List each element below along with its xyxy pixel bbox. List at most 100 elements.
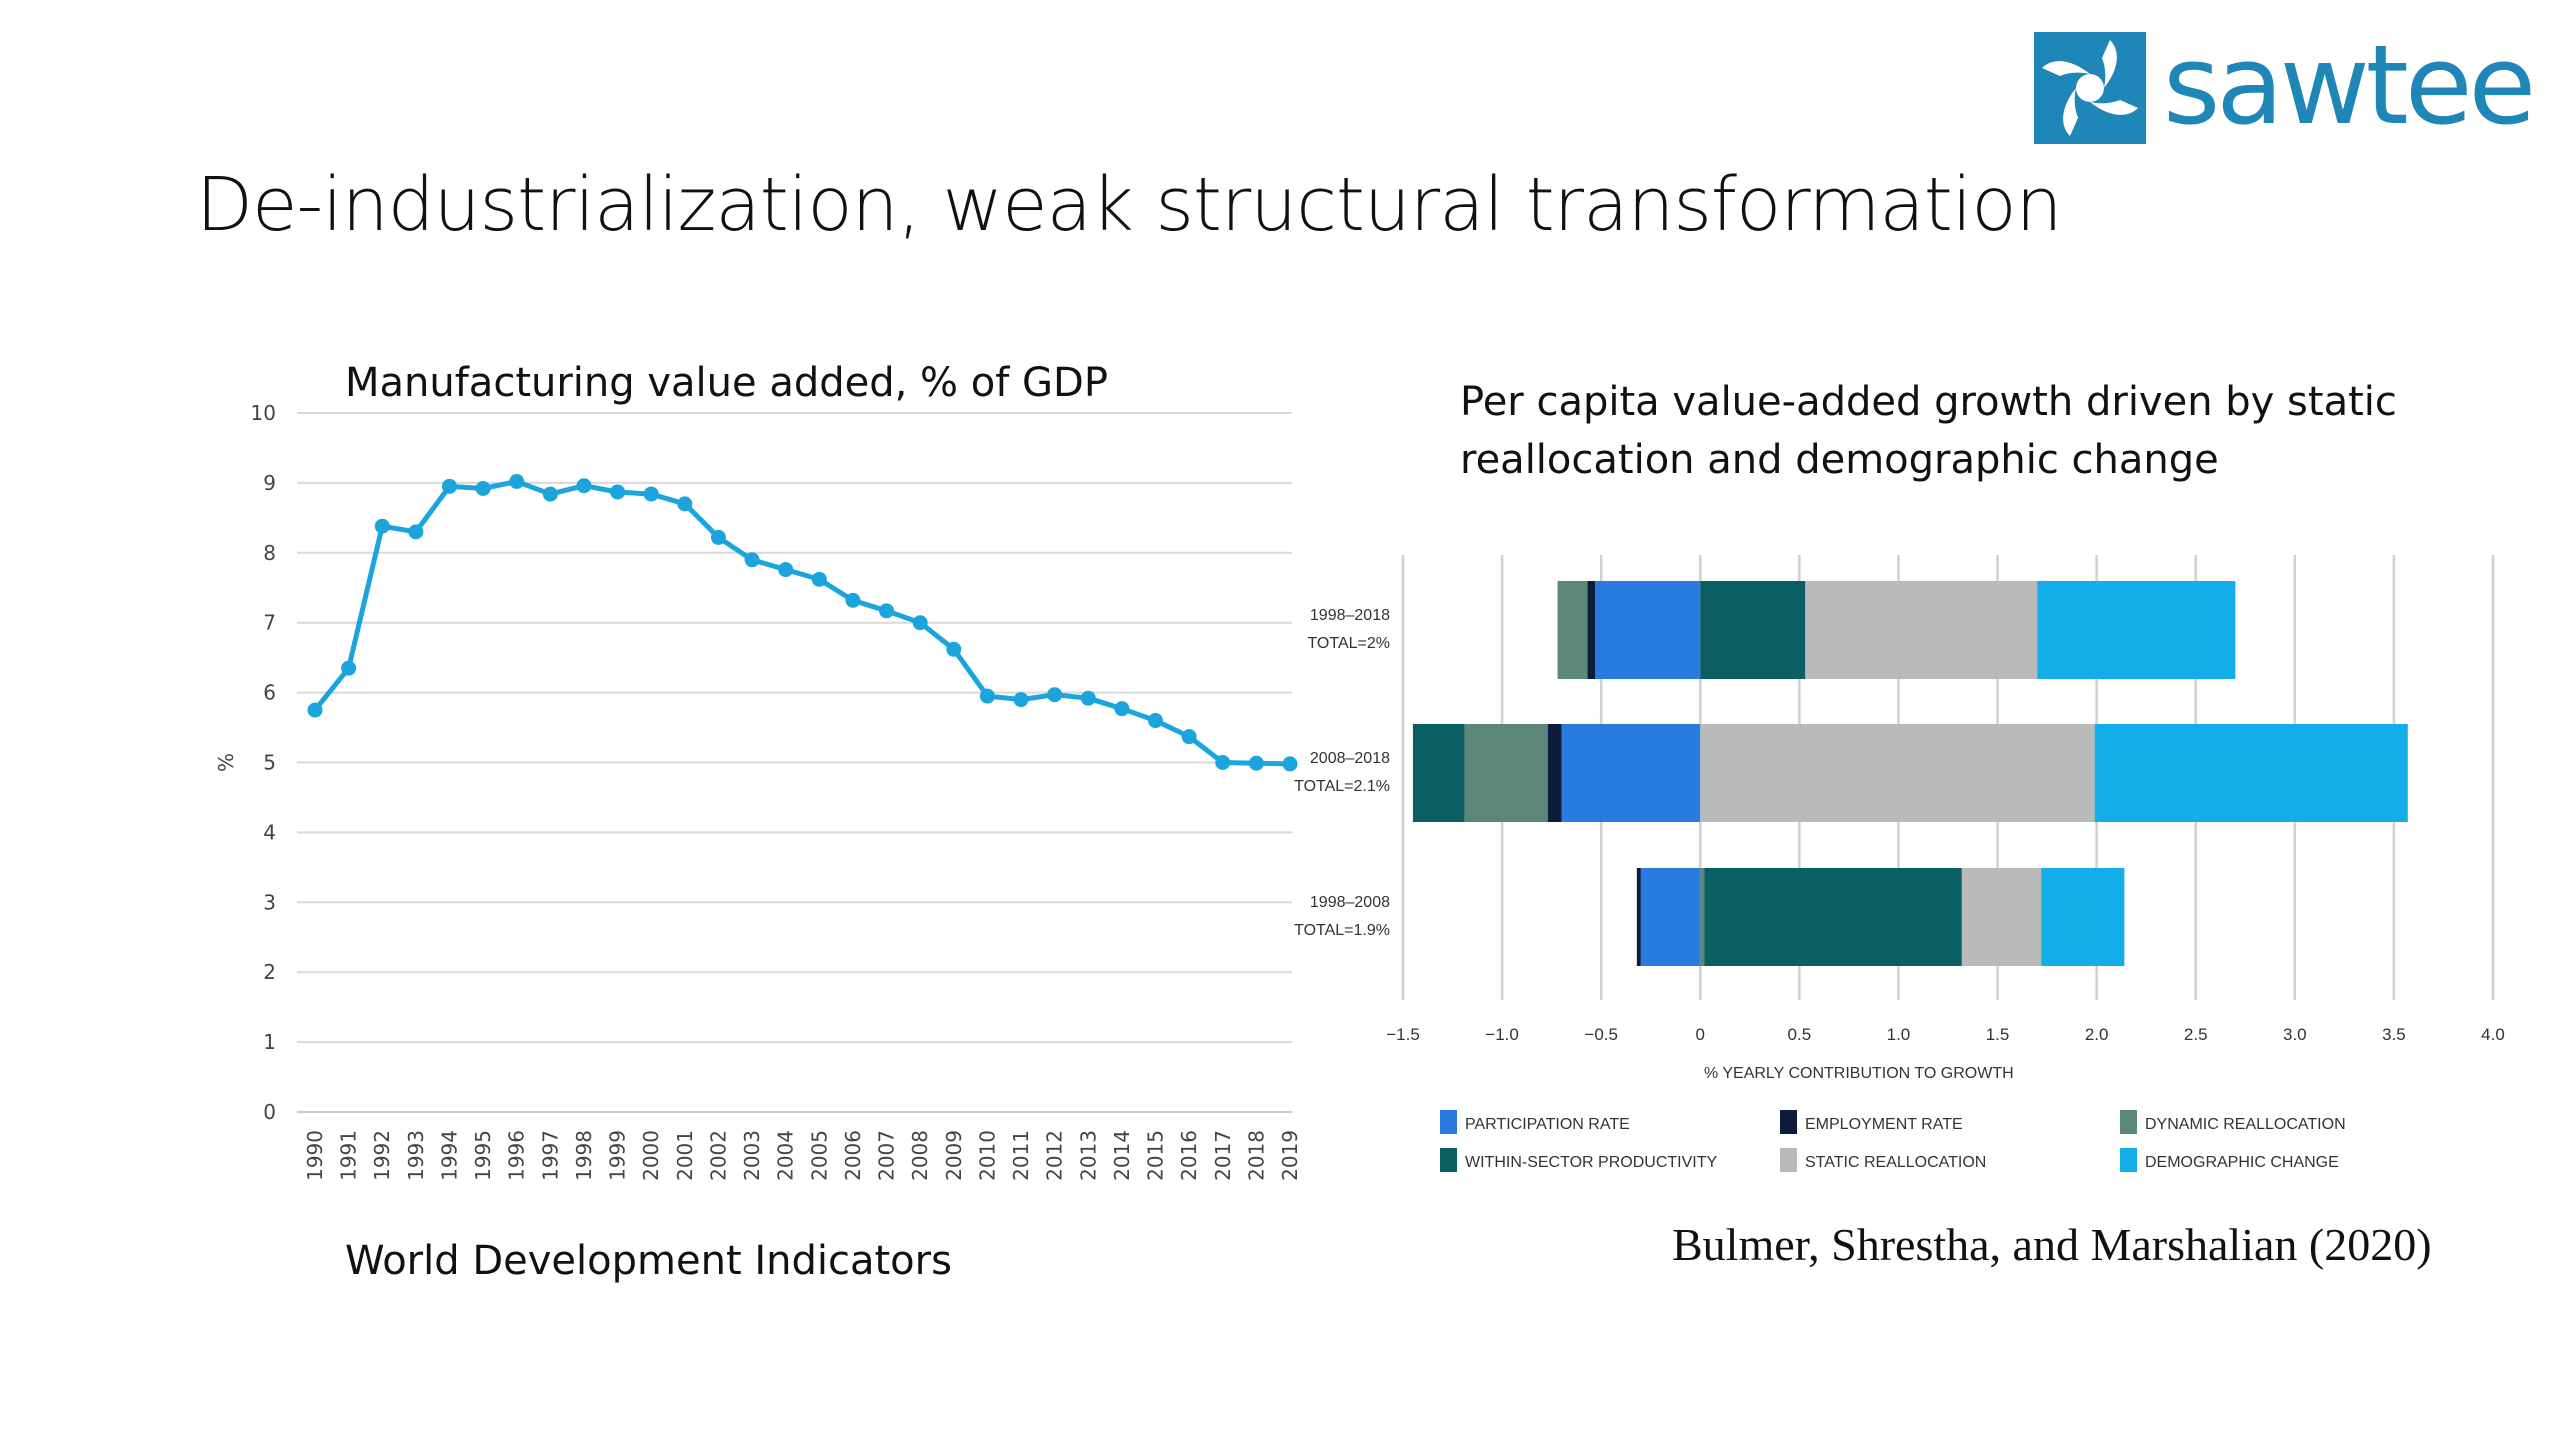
y-tick-label: 5 xyxy=(263,751,276,775)
category-total-label: TOTAL=2.1% xyxy=(1294,778,1390,795)
bar-segment xyxy=(2037,581,2236,679)
data-point xyxy=(912,615,928,631)
x-tick-label: 1995 xyxy=(471,1130,495,1181)
x-tick-label: −1.0 xyxy=(1485,1025,1519,1044)
x-tick-label: 1999 xyxy=(606,1130,630,1181)
data-point xyxy=(542,486,558,502)
x-tick-label: 1994 xyxy=(437,1130,461,1181)
left-chart-title: Manufacturing value added, % of GDP xyxy=(345,360,1108,406)
x-tick-label: 1.5 xyxy=(1986,1025,2010,1044)
legend-label: WITHIN-SECTOR PRODUCTIVITY xyxy=(1465,1154,1717,1171)
x-tick-label: 2001 xyxy=(673,1130,697,1181)
legend-swatch xyxy=(2120,1110,2137,1134)
y-axis-label: % xyxy=(214,753,238,772)
growth-decomposition-bar-chart: −1.5 −1.0 −0.5 0 0.5 1.0 1.5 2.0 2.5 3.0 3.5 4.0 % Y… xyxy=(1294,555,2505,1172)
bar-segment xyxy=(1412,724,1465,822)
x-tick-label: 2006 xyxy=(841,1130,865,1181)
bar-segment xyxy=(1700,724,2095,822)
x-tick-label: 2000 xyxy=(639,1130,663,1181)
data-point xyxy=(441,478,457,494)
y-tick-label: 8 xyxy=(263,541,276,565)
x-tick-label: 1990 xyxy=(303,1130,327,1181)
data-point xyxy=(509,474,525,490)
data-point xyxy=(610,484,626,500)
x-tick-label: 1991 xyxy=(337,1130,361,1181)
bar-segment xyxy=(1547,724,1562,822)
bar-segment xyxy=(1595,581,1701,679)
data-point xyxy=(475,480,491,496)
x-tick-label: 2013 xyxy=(1076,1130,1100,1181)
bar-segment xyxy=(1700,581,1806,679)
y-tick-label: 7 xyxy=(263,611,276,635)
bar-segment xyxy=(1805,581,2038,679)
data-point xyxy=(307,702,323,718)
data-point xyxy=(879,603,895,619)
data-point xyxy=(374,518,390,534)
bar-segment xyxy=(1587,581,1596,679)
right-chart-source: Bulmer, Shrestha, and Marshalian (2020) xyxy=(1672,1219,2432,1270)
data-point xyxy=(643,486,659,502)
y-tick-label: 10 xyxy=(251,401,276,425)
x-tick-label: −1.5 xyxy=(1386,1025,1420,1044)
data-point xyxy=(1013,692,1029,708)
bar-segment xyxy=(1557,581,1588,679)
x-tick-label: 2008 xyxy=(908,1130,932,1181)
x-tick-label: 2.0 xyxy=(2085,1025,2109,1044)
x-tick-label: 2016 xyxy=(1177,1130,1201,1181)
legend-label: DYNAMIC REALLOCATION xyxy=(2145,1116,2346,1133)
data-point xyxy=(1248,755,1264,771)
bar-segment xyxy=(1704,868,1962,966)
bar-segment xyxy=(1636,868,1641,966)
legend-swatch xyxy=(1780,1110,1797,1134)
y-tick-label: 2 xyxy=(263,960,276,984)
x-tick-label: 2011 xyxy=(1009,1130,1033,1181)
x-tick-label: 2005 xyxy=(807,1130,831,1181)
slide-title: De-industrialization, weak structural tr… xyxy=(196,162,2063,248)
legend-swatch xyxy=(2120,1148,2137,1172)
y-tick-label: 6 xyxy=(263,681,276,705)
x-tick-label: 1.0 xyxy=(1887,1025,1911,1044)
logo-swirl-icon xyxy=(2034,32,2146,144)
data-point xyxy=(845,592,861,608)
bar-segment xyxy=(1561,724,1701,822)
x-tick-label: 2004 xyxy=(774,1130,798,1181)
logo-text: sawtee xyxy=(2163,21,2536,149)
x-tick-label: 2010 xyxy=(975,1130,999,1181)
legend-label: STATIC REALLOCATION xyxy=(1805,1154,1986,1171)
bar-segment xyxy=(1700,868,1705,966)
x-tick-label: 2015 xyxy=(1144,1130,1168,1181)
x-tick-label: 3.5 xyxy=(2382,1025,2406,1044)
data-point xyxy=(946,641,962,657)
right-chart-title: Per capita value-added growth driven by … xyxy=(1460,379,2397,483)
data-point xyxy=(979,688,995,704)
legend-label: DEMOGRAPHIC CHANGE xyxy=(2145,1154,2339,1171)
x-tick-label: 2007 xyxy=(875,1130,899,1181)
data-point xyxy=(576,478,592,494)
x-tick-label: 2018 xyxy=(1244,1130,1268,1181)
y-tick-label: 4 xyxy=(263,820,276,844)
bar-segment xyxy=(2094,724,2408,822)
data-point xyxy=(408,524,424,540)
x-tick-label: 3.0 xyxy=(2283,1025,2307,1044)
manufacturing-line-chart: 0 1 2 3 4 5 6 7 8 9 10% 1990 1991 1992 1993 1994 1995 199… xyxy=(214,401,1302,1181)
x-tick-label: 2.5 xyxy=(2184,1025,2208,1044)
y-tick-label: 1 xyxy=(263,1030,276,1054)
data-point xyxy=(1114,701,1130,717)
data-point xyxy=(341,660,357,676)
x-tick-label: 1997 xyxy=(538,1130,562,1181)
data-point xyxy=(1047,687,1063,703)
x-tick-label: 4.0 xyxy=(2481,1025,2505,1044)
y-tick-label: 9 xyxy=(263,471,276,495)
data-point xyxy=(1181,729,1197,745)
legend-swatch xyxy=(1440,1110,1457,1134)
left-chart-source: World Development Indicators xyxy=(345,1238,952,1284)
x-tick-label: 2009 xyxy=(942,1130,966,1181)
legend-swatch xyxy=(1440,1148,1457,1172)
x-tick-label: 2014 xyxy=(1110,1130,1134,1181)
x-tick-label: 2003 xyxy=(740,1130,764,1181)
sawtee-logo: sawtee xyxy=(2030,21,2550,154)
category-period-label: 1998–2018 xyxy=(1310,607,1390,624)
bar-segment xyxy=(2041,868,2125,966)
category-period-label: 1998–2008 xyxy=(1310,894,1390,911)
x-tick-label: 1996 xyxy=(505,1130,529,1181)
